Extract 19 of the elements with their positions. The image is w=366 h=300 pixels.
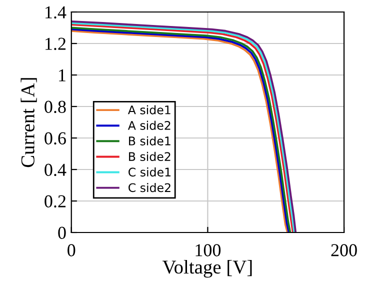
y-tick-label: 0.8 — [44, 100, 66, 114]
y-tick-label: 0 — [58, 226, 66, 239]
y-tick-label: 1 — [59, 69, 66, 82]
legend-label: C side2 — [128, 182, 170, 192]
x-tick-label: 200 — [331, 244, 357, 256]
y-tick-label: 0.2 — [44, 195, 66, 208]
x-tick-label: 100 — [196, 244, 221, 256]
y-tick-label: 0.6 — [44, 132, 66, 145]
x-axis-title: Voltage [V] — [162, 260, 252, 278]
x-tick-label: 0 — [68, 244, 76, 256]
y-tick-label: 1.4 — [46, 6, 66, 19]
y-tick-label: 0.4 — [44, 164, 66, 176]
legend-label: A side1 — [128, 105, 170, 114]
legend-label: C side1 — [128, 167, 170, 177]
legend-label: A side2 — [128, 120, 170, 130]
y-tick-label: 1.2 — [46, 38, 66, 50]
y-axis-title: Current [A] — [20, 78, 37, 168]
legend-label: B side2 — [129, 152, 170, 162]
legend-label: B side1 — [129, 136, 170, 146]
